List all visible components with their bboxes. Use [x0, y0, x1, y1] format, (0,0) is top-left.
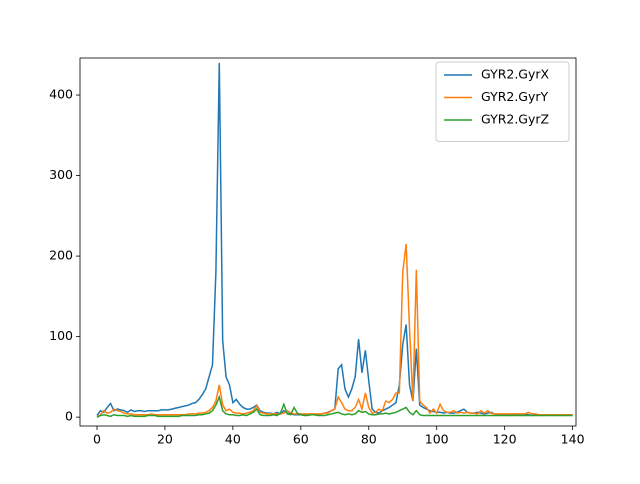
x-tick-label: 120: [493, 432, 517, 447]
x-tick-label: 40: [225, 432, 241, 447]
x-tick-label: 140: [561, 432, 585, 447]
y-tick-label: 100: [49, 328, 73, 343]
y-tick-label: 400: [49, 87, 73, 102]
x-tick-label: 0: [93, 432, 101, 447]
y-tick-label: 300: [49, 167, 73, 182]
x-tick-label: 80: [361, 432, 377, 447]
data-line: [96, 394, 573, 418]
y-tick-label: 0: [65, 409, 73, 424]
legend-label: GYR2.GyrY: [481, 89, 549, 104]
legend-box: [435, 61, 570, 142]
y-tick-label: 200: [49, 248, 73, 263]
x-tick-label: 100: [425, 432, 449, 447]
data-line: [96, 243, 573, 418]
legend-label: GYR2.GyrZ: [481, 112, 549, 127]
legend-label: GYR2.GyrX: [481, 67, 550, 82]
x-tick-label: 60: [293, 432, 309, 447]
x-tick-label: 20: [157, 432, 173, 447]
axes-frame: [79, 57, 577, 427]
